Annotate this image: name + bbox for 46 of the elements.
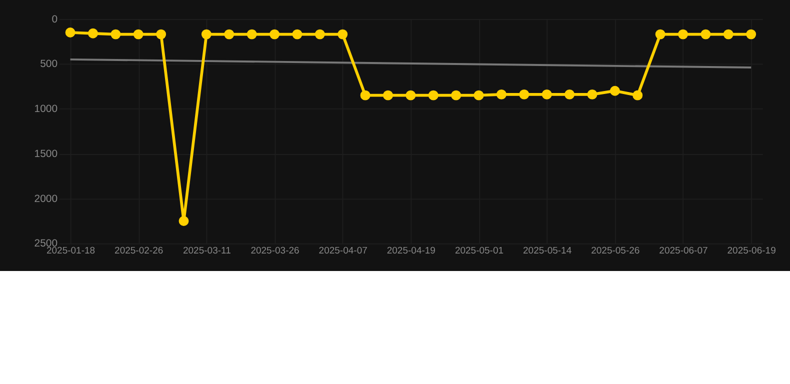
point bbox=[451, 90, 462, 100]
point bbox=[338, 29, 348, 40]
point bbox=[746, 29, 756, 40]
point bbox=[360, 90, 370, 100]
point bbox=[723, 29, 734, 40]
x-tick-label: 2025-05-14 bbox=[523, 245, 572, 256]
point bbox=[519, 89, 530, 100]
y-tick-label: 1500 bbox=[34, 148, 58, 160]
point bbox=[496, 89, 506, 100]
point bbox=[383, 90, 393, 100]
point bbox=[474, 90, 484, 100]
x-tick-label: 2025-06-07 bbox=[659, 245, 708, 256]
x-tick-label: 2025-05-01 bbox=[454, 245, 504, 256]
point bbox=[88, 28, 98, 38]
point bbox=[655, 29, 666, 40]
y-tick-label: 0 bbox=[52, 14, 58, 26]
point bbox=[314, 29, 325, 40]
point bbox=[700, 29, 711, 40]
x-tick-label: 2025-04-07 bbox=[318, 245, 368, 256]
point bbox=[406, 90, 416, 100]
point bbox=[246, 29, 257, 40]
x-tick-label: 2025-02-26 bbox=[114, 245, 164, 256]
x-tick-label: 2025-03-26 bbox=[250, 245, 300, 256]
point bbox=[678, 29, 688, 40]
point bbox=[133, 29, 144, 40]
point bbox=[270, 29, 280, 40]
x-tick-label: 2025-05-26 bbox=[591, 245, 640, 256]
x-tick-label: 2025-03-11 bbox=[182, 245, 231, 256]
point bbox=[224, 29, 234, 40]
point bbox=[564, 89, 575, 100]
point bbox=[65, 28, 76, 38]
point bbox=[201, 29, 212, 40]
y-tick-label: 1000 bbox=[34, 104, 58, 116]
point bbox=[542, 89, 552, 100]
y-tick-label: 2000 bbox=[34, 194, 58, 205]
point bbox=[610, 86, 620, 96]
point bbox=[178, 216, 189, 226]
point bbox=[632, 90, 643, 100]
x-tick-label: 2025-04-19 bbox=[386, 245, 436, 256]
y-tick-label: 500 bbox=[40, 59, 58, 70]
point bbox=[292, 29, 302, 40]
point bbox=[110, 29, 121, 40]
point bbox=[428, 90, 438, 100]
x-tick-label: 2025-06-19 bbox=[727, 245, 776, 256]
point bbox=[587, 89, 598, 100]
point bbox=[156, 29, 166, 40]
